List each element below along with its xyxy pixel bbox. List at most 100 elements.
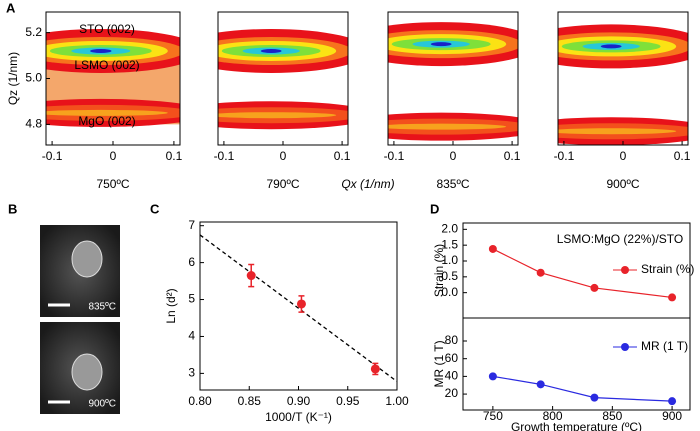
panel-subtitle: 835ºC [436, 177, 469, 191]
point [536, 380, 545, 389]
point [370, 364, 380, 374]
series-line [492, 248, 673, 299]
x-axis-label: 1000/T (K⁻¹) [265, 410, 332, 424]
chart-title: LSMO:MgO (22%)/STO [557, 232, 683, 246]
peak [558, 24, 688, 69]
panel-label: B [8, 201, 17, 216]
contour [90, 48, 112, 53]
y-tick-label: 6 [188, 255, 195, 269]
fit-line [199, 234, 398, 383]
y-tick-label: 5 [188, 292, 195, 306]
point [246, 271, 256, 281]
series-line [492, 375, 673, 402]
x-tick-label: 1.00 [385, 394, 409, 408]
y-tick-label: 4 [188, 329, 195, 343]
annotation: LSMO (002) [74, 58, 139, 72]
x-tick-label: -0.1 [384, 149, 405, 163]
y-tick-label: 60 [445, 351, 459, 365]
point [488, 244, 497, 253]
x-tick-label: 0.80 [188, 394, 212, 408]
map [218, 28, 348, 130]
x-tick-label: 0.95 [336, 394, 360, 408]
contour [558, 128, 677, 135]
annotation: MgO (002) [78, 114, 135, 128]
contour [600, 44, 622, 49]
y-tick-label: 4.8 [25, 117, 42, 131]
panel-subtitle: 900ºC [606, 177, 639, 191]
y-tick-label: 80 [445, 333, 459, 347]
point [590, 393, 599, 402]
x-tick-label: 0.1 [674, 149, 691, 163]
x-tick-label: 0 [110, 149, 117, 163]
plot-frame [462, 317, 691, 411]
panel-subtitle: 790ºC [266, 177, 299, 191]
x-tick-label: 0.1 [166, 149, 183, 163]
contour [260, 48, 282, 53]
y-axis-label: Ln (d²) [164, 288, 178, 323]
legend-marker [621, 343, 629, 351]
y-tick-label: 40 [445, 369, 459, 383]
peak [388, 22, 518, 67]
point [668, 293, 677, 302]
y-tick-label: 3 [188, 366, 195, 380]
x-axis-label: Qx (1/nm) [341, 177, 394, 191]
peak [558, 117, 688, 145]
contour [46, 109, 168, 116]
peak [46, 98, 180, 127]
annotation: STO (002) [79, 22, 135, 36]
point [488, 372, 497, 381]
x-tick-label: 0.1 [504, 149, 521, 163]
x-tick-label: 750 [483, 409, 503, 423]
panel-label: D [430, 201, 439, 216]
x-tick-label: 0 [620, 149, 627, 163]
y-tick-label: 1.0 [441, 253, 458, 267]
legend-marker [621, 266, 629, 274]
y-tick-label: 0.5 [441, 269, 458, 283]
x-tick-label: 900 [662, 409, 682, 423]
y-axis-label: Strain (%) [432, 244, 446, 297]
peak [388, 112, 518, 141]
x-tick-label: 0 [280, 149, 287, 163]
peak [218, 101, 348, 130]
image-label: 835ºC [88, 302, 116, 313]
y-tick-label: 20 [445, 386, 459, 400]
point [590, 283, 599, 292]
point [536, 268, 545, 277]
legend-label: MR (1 T) [641, 339, 688, 353]
image-label: 900ºC [88, 399, 116, 410]
contour [388, 123, 507, 130]
particle [71, 353, 103, 391]
x-tick-label: -0.1 [42, 149, 63, 163]
x-tick-label: 800 [543, 409, 563, 423]
map [46, 28, 180, 127]
y-tick-label: 0.0 [441, 285, 458, 299]
x-tick-label: 0 [450, 149, 457, 163]
y-axis-label: MR (1 T) [432, 340, 446, 387]
y-tick-label: 5.2 [25, 25, 42, 39]
panel-label: C [150, 201, 160, 216]
y-tick-label: 1.5 [441, 237, 458, 251]
panel-subtitle: 750ºC [96, 177, 129, 191]
map [388, 22, 518, 141]
x-tick-label: 850 [602, 409, 622, 423]
x-tick-label: 0.85 [238, 394, 262, 408]
particle [71, 240, 103, 278]
y-tick-label: 5.0 [25, 71, 42, 85]
peak [218, 28, 348, 73]
panel-label: A [6, 0, 16, 15]
x-tick-label: -0.1 [214, 149, 235, 163]
y-axis-label: Qz (1/nm) [6, 52, 20, 105]
peak [46, 28, 180, 73]
y-tick-label: 7 [188, 218, 195, 232]
x-tick-label: -0.1 [554, 149, 575, 163]
map [558, 24, 688, 145]
point [296, 299, 306, 309]
legend-label: Strain (%) [641, 262, 694, 276]
contour [218, 112, 337, 119]
x-tick-label: 0.1 [334, 149, 351, 163]
x-tick-label: 0.90 [287, 394, 311, 408]
x-axis-label: Growth temperature (ºC) [511, 420, 642, 431]
point [668, 397, 677, 406]
contour [430, 42, 452, 47]
